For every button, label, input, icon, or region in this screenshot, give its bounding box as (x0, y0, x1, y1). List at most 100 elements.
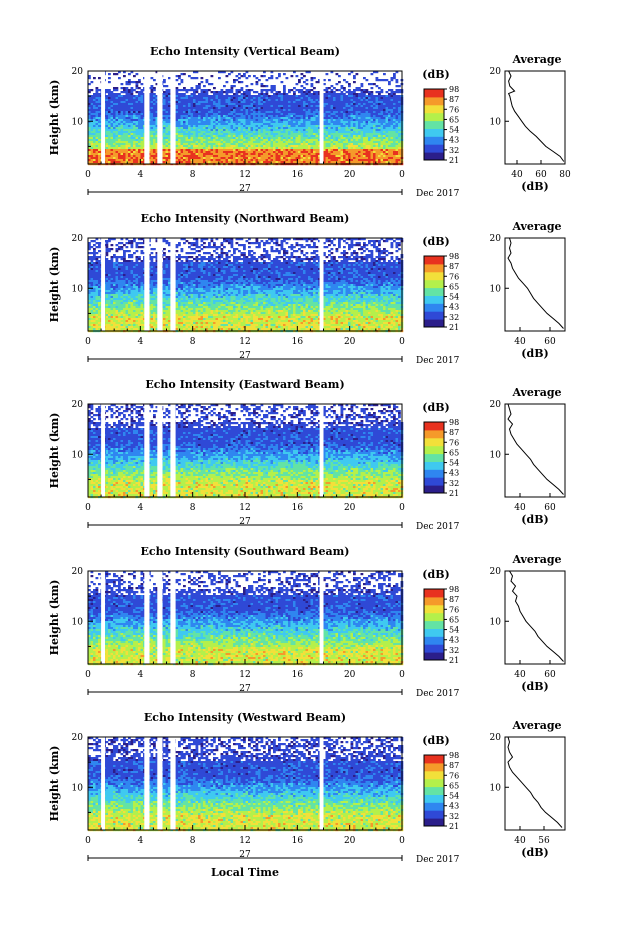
x-tick-label: 16 (292, 670, 304, 680)
colorbar-tick-label: 32 (449, 146, 459, 155)
average-frame (505, 71, 565, 164)
x-tick-label: 20 (344, 670, 356, 680)
x-tick-label: 12 (239, 503, 250, 513)
data-gap (170, 238, 175, 331)
colorbar-tick-label: 87 (449, 262, 459, 271)
colorbar-swatch (424, 628, 444, 636)
x-tick-label: 0 (85, 337, 91, 347)
panel-3: Echo Intensity (Eastward Beam)1020Height… (48, 378, 565, 532)
average-x-tick-label: 60 (544, 337, 556, 347)
month-label: Dec 2017 (416, 189, 460, 199)
panel-title: Echo Intensity (Eastward Beam) (145, 378, 344, 391)
average-title: Average (511, 386, 561, 399)
colorbar-swatch (424, 105, 444, 113)
colorbar-tick-label: 21 (449, 156, 459, 165)
average-x-tick-label: 60 (535, 170, 547, 180)
x-tick-label: 8 (190, 836, 196, 846)
colorbar-title: (dB) (422, 401, 449, 414)
y-tick-label: 10 (72, 284, 84, 294)
data-gap (144, 404, 149, 497)
average-x-tick-label: 60 (544, 670, 556, 680)
data-gap (101, 404, 105, 497)
x-tick-label: 12 (239, 337, 250, 347)
average-y-tick-label: 20 (490, 567, 502, 577)
average-x-label: (dB) (521, 680, 548, 693)
colorbar-tick-label: 21 (449, 822, 459, 831)
data-gap (320, 404, 324, 497)
colorbar-swatch (424, 779, 444, 787)
average-x-tick-label: 56 (538, 836, 550, 846)
heatmap (88, 404, 403, 498)
y-axis-label: Height (km) (48, 80, 61, 156)
colorbar-tick-label: 76 (449, 771, 459, 780)
average-y-tick-label: 10 (490, 117, 502, 127)
colorbar-swatch (424, 605, 444, 613)
month-label: Dec 2017 (416, 689, 460, 699)
colorbar-tick-label: 98 (449, 418, 459, 427)
x-tick-label: 16 (292, 170, 304, 180)
x-tick-label: 4 (137, 836, 143, 846)
average-x-label: (dB) (521, 513, 548, 526)
x-tick-label: 0 (399, 836, 405, 846)
x-tick-label: 20 (344, 836, 356, 846)
x-tick-label: 0 (85, 503, 91, 513)
date-label: 27 (239, 684, 251, 694)
colorbar-swatch (424, 97, 444, 105)
date-label: 27 (239, 517, 251, 527)
panel-4: Echo Intensity (Southward Beam)1020Heigh… (48, 545, 565, 699)
y-tick-label: 20 (72, 733, 84, 743)
colorbar-swatch (424, 152, 444, 160)
panel-2: Echo Intensity (Northward Beam)1020Heigh… (48, 212, 565, 366)
average-x-tick-label: 40 (514, 503, 526, 513)
colorbar-swatch (424, 280, 444, 288)
data-gap (101, 571, 105, 664)
colorbar-swatch (424, 469, 444, 477)
average-x-tick-label: 40 (514, 836, 526, 846)
y-axis-label: Height (km) (48, 413, 61, 489)
heatmap (88, 737, 403, 831)
average-x-tick-label: 60 (544, 503, 556, 513)
data-gap (144, 571, 149, 664)
data-gap (144, 238, 149, 331)
x-tick-label: 12 (239, 170, 250, 180)
average-title: Average (511, 719, 561, 732)
data-gap (157, 238, 162, 331)
colorbar-tick-label: 76 (449, 438, 459, 447)
colorbar-tick-label: 65 (449, 115, 459, 124)
x-tick-label: 4 (137, 170, 143, 180)
y-tick-label: 20 (72, 567, 84, 577)
colorbar-tick-label: 43 (449, 469, 459, 478)
colorbar-tick-label: 43 (449, 636, 459, 645)
y-tick-label: 10 (72, 617, 84, 627)
average-x-tick-label: 40 (511, 170, 523, 180)
panel-title: Echo Intensity (Northward Beam) (141, 212, 350, 225)
date-label: 27 (239, 184, 251, 194)
heatmap (88, 71, 403, 165)
colorbar-swatch (424, 422, 444, 430)
x-axis-label: Local Time (211, 866, 279, 879)
date-label: 27 (239, 351, 251, 361)
average-x-tick-label: 80 (559, 170, 571, 180)
colorbar-tick-label: 65 (449, 615, 459, 624)
colorbar-swatch (424, 113, 444, 121)
x-tick-label: 8 (190, 503, 196, 513)
x-tick-label: 20 (344, 503, 356, 513)
data-gap (170, 571, 175, 664)
average-title: Average (511, 53, 561, 66)
colorbar-tick-label: 87 (449, 428, 459, 437)
colorbar-tick-label: 21 (449, 656, 459, 665)
colorbar-swatch (424, 264, 444, 272)
data-gap (170, 737, 175, 830)
heatmap (88, 571, 403, 665)
colorbar-swatch (424, 636, 444, 644)
colorbar-title: (dB) (422, 235, 449, 248)
colorbar-tick-label: 87 (449, 95, 459, 104)
colorbar-tick-label: 65 (449, 448, 459, 457)
month-label: Dec 2017 (416, 356, 460, 366)
